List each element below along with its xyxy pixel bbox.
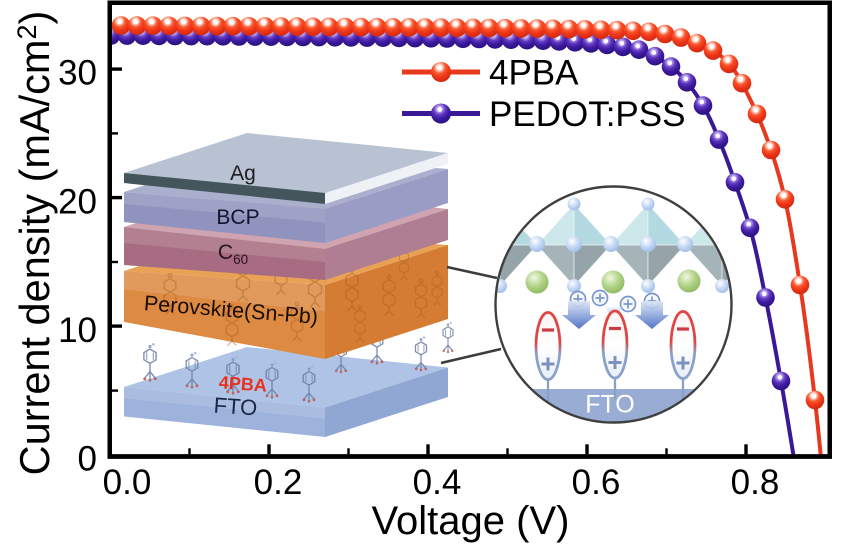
svg-text:10: 10 <box>58 311 97 350</box>
svg-text:Current density (mA/cm2): Current density (mA/cm2) <box>11 11 58 476</box>
svg-text:4PBA: 4PBA <box>489 54 579 93</box>
svg-text:Voltage (V): Voltage (V) <box>372 499 570 543</box>
svg-text:0.4: 0.4 <box>413 463 462 502</box>
svg-text:0.0: 0.0 <box>103 463 152 502</box>
svg-text:BCP: BCP <box>216 206 259 229</box>
svg-text:0.8: 0.8 <box>731 463 780 502</box>
svg-text:0.6: 0.6 <box>572 463 621 502</box>
svg-text:20: 20 <box>58 183 97 222</box>
svg-text:C60: C60 <box>218 241 248 267</box>
svg-text:0: 0 <box>78 440 97 479</box>
svg-text:PEDOT:PSS: PEDOT:PSS <box>489 95 685 134</box>
svg-text:4PBA: 4PBA <box>218 372 267 395</box>
svg-text:FTO: FTO <box>213 393 258 421</box>
svg-text:0.2: 0.2 <box>254 463 303 502</box>
svg-text:30: 30 <box>58 54 97 93</box>
svg-text:Ag: Ag <box>230 162 256 185</box>
svg-text:FTO: FTO <box>585 391 635 419</box>
